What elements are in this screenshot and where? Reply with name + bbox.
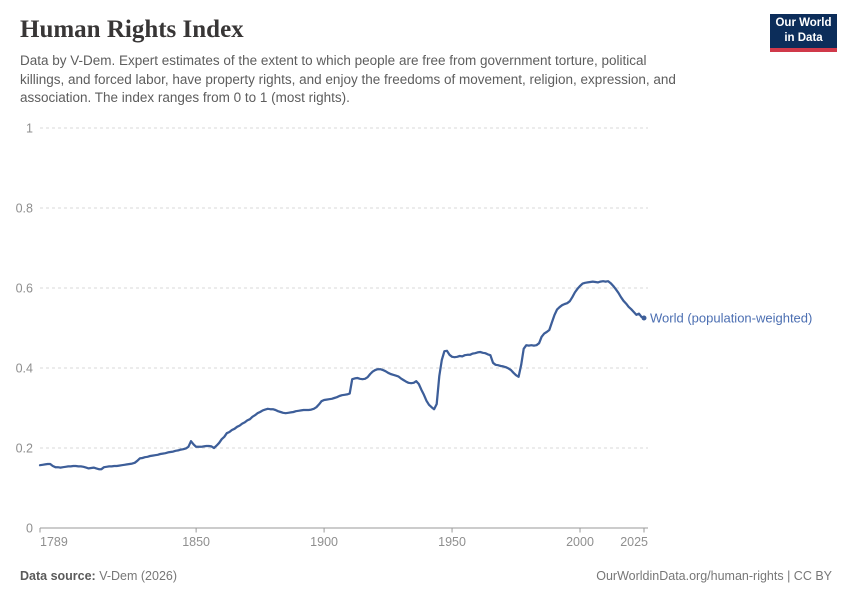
x-axis-label: 1950 bbox=[438, 535, 466, 549]
x-axis-label: 2000 bbox=[566, 535, 594, 549]
attribution-link[interactable]: OurWorldinData.org/human-rights | CC BY bbox=[596, 569, 832, 583]
y-axis-label: 0 bbox=[26, 522, 33, 536]
y-axis-label: 0.6 bbox=[16, 282, 33, 296]
page-title: Human Rights Index bbox=[20, 16, 244, 43]
owid-logo-text: Our World in Data bbox=[770, 14, 837, 48]
x-axis-labels: 1789 1850 1900 1950 2000 2025 bbox=[40, 535, 648, 549]
y-axis-label: 0.8 bbox=[16, 202, 33, 216]
series-label-world[interactable]: World (population-weighted) bbox=[650, 311, 812, 326]
chart-subtitle: Data by V-Dem. Expert estimates of the e… bbox=[20, 53, 676, 105]
x-axis-label: 1789 bbox=[40, 535, 68, 549]
y-axis-label: 0.4 bbox=[16, 362, 33, 376]
owid-logo[interactable]: Our World in Data bbox=[770, 14, 837, 52]
data-source-label: Data source: bbox=[20, 569, 96, 583]
line-end-dot bbox=[641, 315, 647, 321]
owid-logo-accent-bar bbox=[770, 48, 837, 52]
y-axis-label: 0.2 bbox=[16, 442, 33, 456]
x-axis-label: 1850 bbox=[182, 535, 210, 549]
data-source-value: V-Dem (2026) bbox=[95, 569, 178, 583]
x-axis-label: 2025 bbox=[620, 535, 648, 549]
gridlines bbox=[40, 127, 648, 449]
series-group: World (population-weighted) bbox=[38, 280, 812, 471]
y-axis-label: 1 bbox=[26, 122, 33, 136]
x-axis-label: 1900 bbox=[310, 535, 338, 549]
data-source: Data source: V-Dem (2026) bbox=[20, 569, 177, 583]
world-line[interactable] bbox=[38, 280, 646, 471]
x-axis bbox=[39, 527, 648, 533]
y-axis-labels: 0 0.2 0.4 0.6 0.8 1 bbox=[16, 122, 33, 536]
